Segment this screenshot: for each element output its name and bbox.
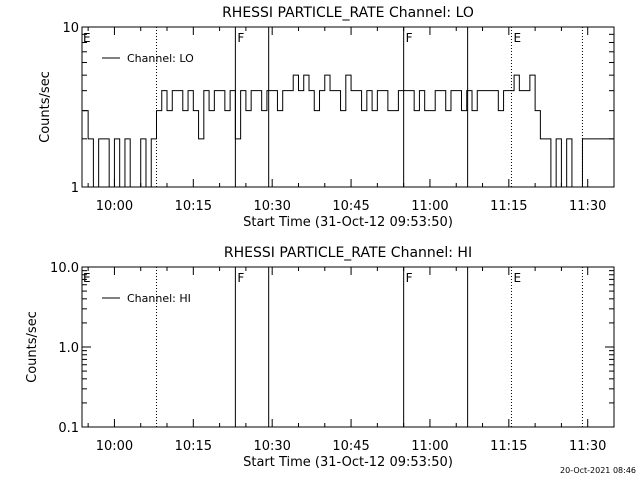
time-marker-label: F — [406, 31, 413, 45]
x-tick-label: 10:15 — [175, 439, 212, 454]
time-marker-label: E — [513, 31, 521, 45]
time-marker-label: F — [237, 31, 244, 45]
time-marker-label: F — [406, 271, 413, 285]
legend-label: Channel: LO — [127, 52, 194, 65]
footer-timestamp: 20-Oct-2021 08:46 — [560, 466, 636, 475]
edge-marker-label: E — [83, 271, 91, 285]
x-tick-label: 10:45 — [332, 199, 369, 214]
x-tick-label: 11:15 — [490, 439, 527, 454]
x-tick-label: 10:45 — [332, 439, 369, 454]
edge-marker-label: E — [83, 31, 91, 45]
x-axis-label: Start Time (31-Oct-12 09:53:50) — [243, 455, 453, 470]
x-tick-label: 11:00 — [411, 199, 448, 214]
y-tick-label: 1.0 — [58, 341, 79, 356]
y-axis-label: Counts/sec — [25, 311, 40, 383]
chart-title: RHESSI PARTICLE_RATE Channel: LO — [222, 5, 474, 21]
series-line-channel-lo — [82, 74, 614, 188]
time-marker-label: F — [237, 271, 244, 285]
x-tick-label: 10:30 — [253, 439, 290, 454]
x-axis-label: Start Time (31-Oct-12 09:53:50) — [243, 215, 453, 230]
x-tick-label: 10:00 — [96, 439, 133, 454]
x-tick-label: 11:00 — [411, 439, 448, 454]
y-tick-label: 10 — [62, 21, 79, 36]
y-axis-label: Counts/sec — [38, 71, 53, 143]
x-tick-label: 11:15 — [490, 199, 527, 214]
x-tick-label: 10:15 — [175, 199, 212, 214]
plot-frame — [81, 26, 615, 188]
y-tick-label: 0.1 — [58, 421, 79, 436]
plot-frame — [81, 266, 615, 428]
x-tick-label: 11:30 — [569, 199, 606, 214]
time-marker-label: E — [513, 271, 521, 285]
x-tick-label: 11:30 — [569, 439, 606, 454]
x-tick-label: 10:00 — [96, 199, 133, 214]
y-tick-label: 1 — [71, 181, 79, 196]
y-tick-label: 10.0 — [50, 261, 79, 276]
legend-label: Channel: HI — [127, 292, 191, 305]
chart-title: RHESSI PARTICLE_RATE Channel: HI — [224, 245, 472, 261]
x-tick-label: 10:30 — [253, 199, 290, 214]
